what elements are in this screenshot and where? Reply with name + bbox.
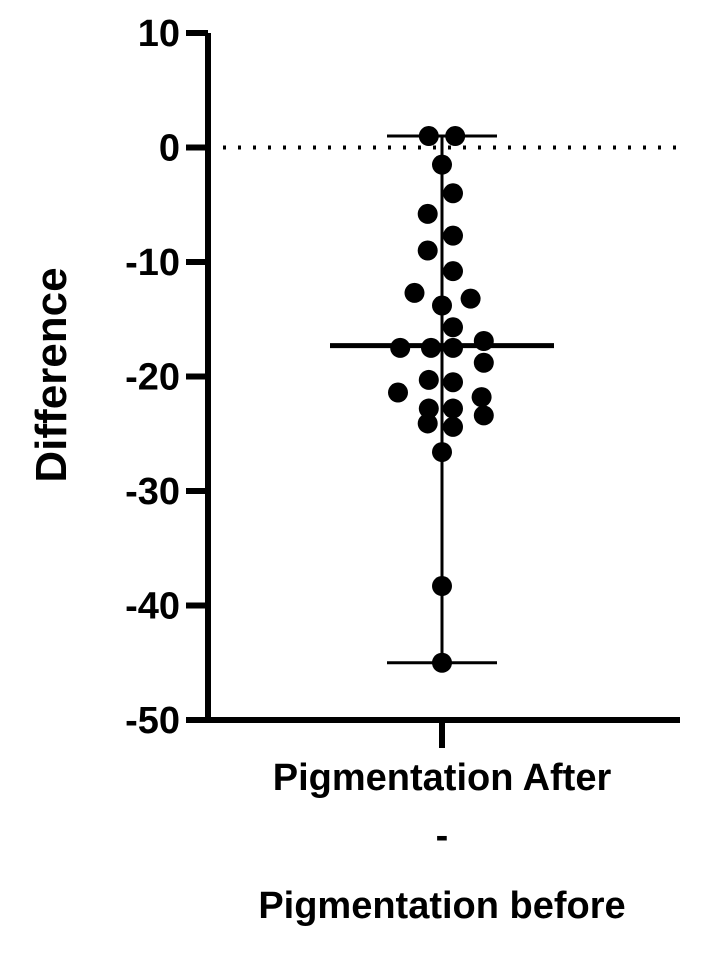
y-tick-label: 0 xyxy=(159,128,180,170)
data-point xyxy=(443,337,463,358)
y-tick-label: -20 xyxy=(125,357,180,399)
data-point xyxy=(418,398,439,419)
data-point xyxy=(443,372,463,393)
y-ticks: 10 0 -10 -20 -30 -40 -50 xyxy=(125,13,208,742)
y-axis-title: Difference xyxy=(27,267,76,482)
data-point xyxy=(432,154,452,175)
data-point xyxy=(388,382,408,403)
y-tick-label: -40 xyxy=(125,586,180,628)
data-point xyxy=(418,126,439,147)
y-tick-label: 10 xyxy=(138,13,180,55)
data-point xyxy=(443,183,463,204)
y-tick-label: -50 xyxy=(125,700,180,742)
data-point xyxy=(432,652,452,673)
data-point xyxy=(418,369,439,390)
category-label-line: Pigmentation After xyxy=(273,757,612,799)
category-label-line: Pigmentation before xyxy=(258,885,625,927)
y-tick-label: -30 xyxy=(125,471,180,513)
data-point xyxy=(445,126,466,147)
data-point xyxy=(432,295,452,316)
data-points xyxy=(388,126,494,673)
data-point xyxy=(473,405,494,426)
x-category-label: Pigmentation After - Pigmentation before xyxy=(258,757,625,927)
data-point xyxy=(390,337,411,358)
data-point xyxy=(473,331,494,352)
data-point xyxy=(432,576,452,597)
data-point xyxy=(443,398,463,419)
data-point xyxy=(473,352,494,373)
data-point xyxy=(417,240,438,261)
data-point xyxy=(417,203,438,224)
data-point xyxy=(432,442,452,463)
category-label-line: - xyxy=(436,815,449,857)
data-point xyxy=(443,261,463,282)
data-point xyxy=(443,317,463,338)
data-point xyxy=(443,225,463,246)
data-point xyxy=(443,416,463,437)
data-point xyxy=(404,282,425,303)
y-tick-label: -10 xyxy=(125,242,180,284)
data-point xyxy=(421,337,441,358)
data-point xyxy=(417,413,438,434)
data-point xyxy=(460,288,481,309)
data-point xyxy=(471,387,492,408)
